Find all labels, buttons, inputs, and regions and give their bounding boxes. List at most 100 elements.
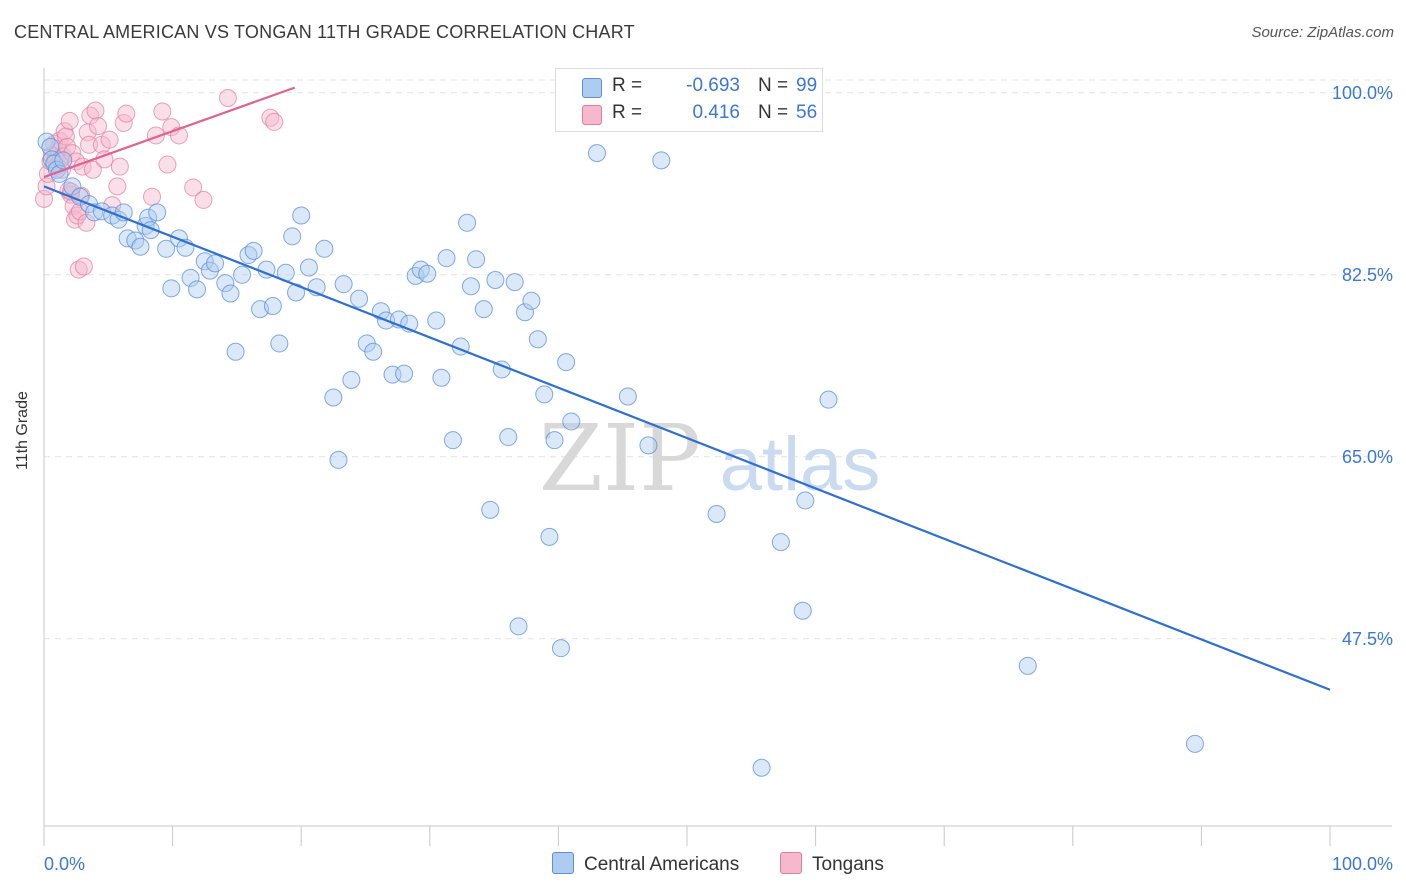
central-americans-point xyxy=(299,258,318,277)
central-americans-point xyxy=(244,241,263,260)
source-label: Source: ZipAtlas.com xyxy=(1251,24,1394,41)
grid-lines xyxy=(44,79,1392,640)
chart-title: CENTRAL AMERICAN VS TONGAN 11TH GRADE CO… xyxy=(14,22,635,42)
x-tick-label: 100.0% xyxy=(1332,854,1393,874)
central-americans-point xyxy=(481,500,500,519)
central-americans-point xyxy=(522,291,541,310)
central-americans-point xyxy=(292,206,311,225)
central-americans-point xyxy=(1018,656,1037,675)
central-americans-point xyxy=(216,274,235,293)
central-americans-point xyxy=(270,334,289,353)
central-americans-point xyxy=(221,284,240,303)
x-tick-label: 0.0% xyxy=(44,854,85,874)
central-americans-trend-line xyxy=(43,185,1331,691)
tongans-points xyxy=(35,89,284,279)
central-americans-point xyxy=(329,450,348,469)
legend-item-tongans[interactable]: Tongans xyxy=(780,852,884,876)
central-americans-point xyxy=(131,237,150,256)
central-americans-point xyxy=(535,385,554,404)
tick-labels: 47.5% 65.0% 82.5% 100.0% 0.0% 100.0% xyxy=(44,83,1393,874)
central-americans-point xyxy=(458,213,477,232)
tongans-point xyxy=(71,202,90,221)
tongans-trend-line xyxy=(43,86,296,179)
tongans-point xyxy=(153,102,172,121)
legend-label: Central Americans xyxy=(584,854,740,875)
central-americans-point xyxy=(467,250,486,269)
legend-swatch-pink xyxy=(780,852,802,874)
central-americans-point xyxy=(587,144,606,163)
tongans-point xyxy=(108,177,127,196)
central-americans-point xyxy=(162,279,181,298)
watermark: ZIP atlas xyxy=(539,405,880,512)
central-americans-point xyxy=(432,368,451,387)
central-americans-point xyxy=(1185,734,1204,753)
central-americans-point xyxy=(283,227,302,246)
watermark-zip: ZIP xyxy=(539,405,701,512)
legend-r-value: -0.693 xyxy=(686,75,740,96)
central-americans-point xyxy=(707,505,726,523)
central-americans-point xyxy=(427,311,446,330)
tongans-point xyxy=(74,257,93,276)
central-americans-point xyxy=(233,265,252,284)
central-americans-point xyxy=(557,353,576,372)
y-tick-label: 65.0% xyxy=(1342,447,1393,467)
central-americans-point xyxy=(771,533,790,552)
y-tick-label: 47.5% xyxy=(1342,629,1393,649)
watermark-atlas: atlas xyxy=(720,422,881,507)
legend-n-value: 99 xyxy=(796,75,818,96)
legend-swatch-blue xyxy=(552,852,574,874)
tongans-point xyxy=(218,89,237,107)
legend-item-central-americans[interactable]: Central Americans xyxy=(552,852,739,876)
central-americans-point xyxy=(551,639,570,658)
central-americans-point xyxy=(188,280,207,299)
legend-r-value: 0.416 xyxy=(692,102,740,123)
central-americans-point xyxy=(545,431,564,450)
tongans-point xyxy=(117,104,136,123)
central-americans-point xyxy=(474,300,493,319)
tongans-point xyxy=(60,111,79,130)
tongans-point xyxy=(81,106,100,125)
legend-r-label: R = xyxy=(612,75,643,96)
legend-label: Tongans xyxy=(812,854,884,875)
central-americans-point xyxy=(443,431,462,450)
central-americans-point xyxy=(562,412,581,431)
central-americans-point xyxy=(118,229,137,248)
central-americans-point xyxy=(364,342,383,361)
legend-n-value: 56 xyxy=(796,102,818,123)
tongans-point xyxy=(184,178,203,197)
central-americans-point xyxy=(157,239,176,258)
central-americans-point xyxy=(324,388,343,407)
central-americans-point xyxy=(395,364,414,383)
y-tick-label: 82.5% xyxy=(1342,265,1393,285)
central-americans-point xyxy=(540,527,559,546)
central-americans-point xyxy=(148,203,167,222)
tongans-point xyxy=(158,155,177,174)
tongans-point xyxy=(143,187,162,206)
stats-legend: R = -0.693 N = 99 R = 0.416 N = 56 xyxy=(555,68,823,132)
central-americans-point xyxy=(418,264,437,283)
tongans-point xyxy=(80,135,99,154)
central-americans-point xyxy=(342,370,361,389)
central-americans-point xyxy=(461,277,480,296)
central-americans-point xyxy=(515,303,534,322)
central-americans-points xyxy=(37,78,1204,777)
legend-swatch-blue xyxy=(582,78,602,98)
legend-n-label: N = xyxy=(758,75,789,96)
tongans-point xyxy=(83,160,102,179)
central-americans-point xyxy=(181,268,200,287)
tongans-point xyxy=(86,101,105,120)
y-tick-label: 100.0% xyxy=(1332,83,1393,103)
central-americans-point xyxy=(652,151,671,170)
central-americans-point xyxy=(350,289,369,308)
central-americans-point xyxy=(54,151,73,170)
central-americans-point xyxy=(226,342,245,361)
central-americans-point xyxy=(796,491,815,510)
legend-n-label: N = xyxy=(758,102,789,123)
central-americans-point xyxy=(618,387,637,406)
central-americans-point xyxy=(263,297,282,315)
central-americans-point xyxy=(819,390,838,409)
central-americans-point xyxy=(639,436,658,455)
tongans-point xyxy=(100,130,119,149)
central-americans-point xyxy=(499,428,518,447)
